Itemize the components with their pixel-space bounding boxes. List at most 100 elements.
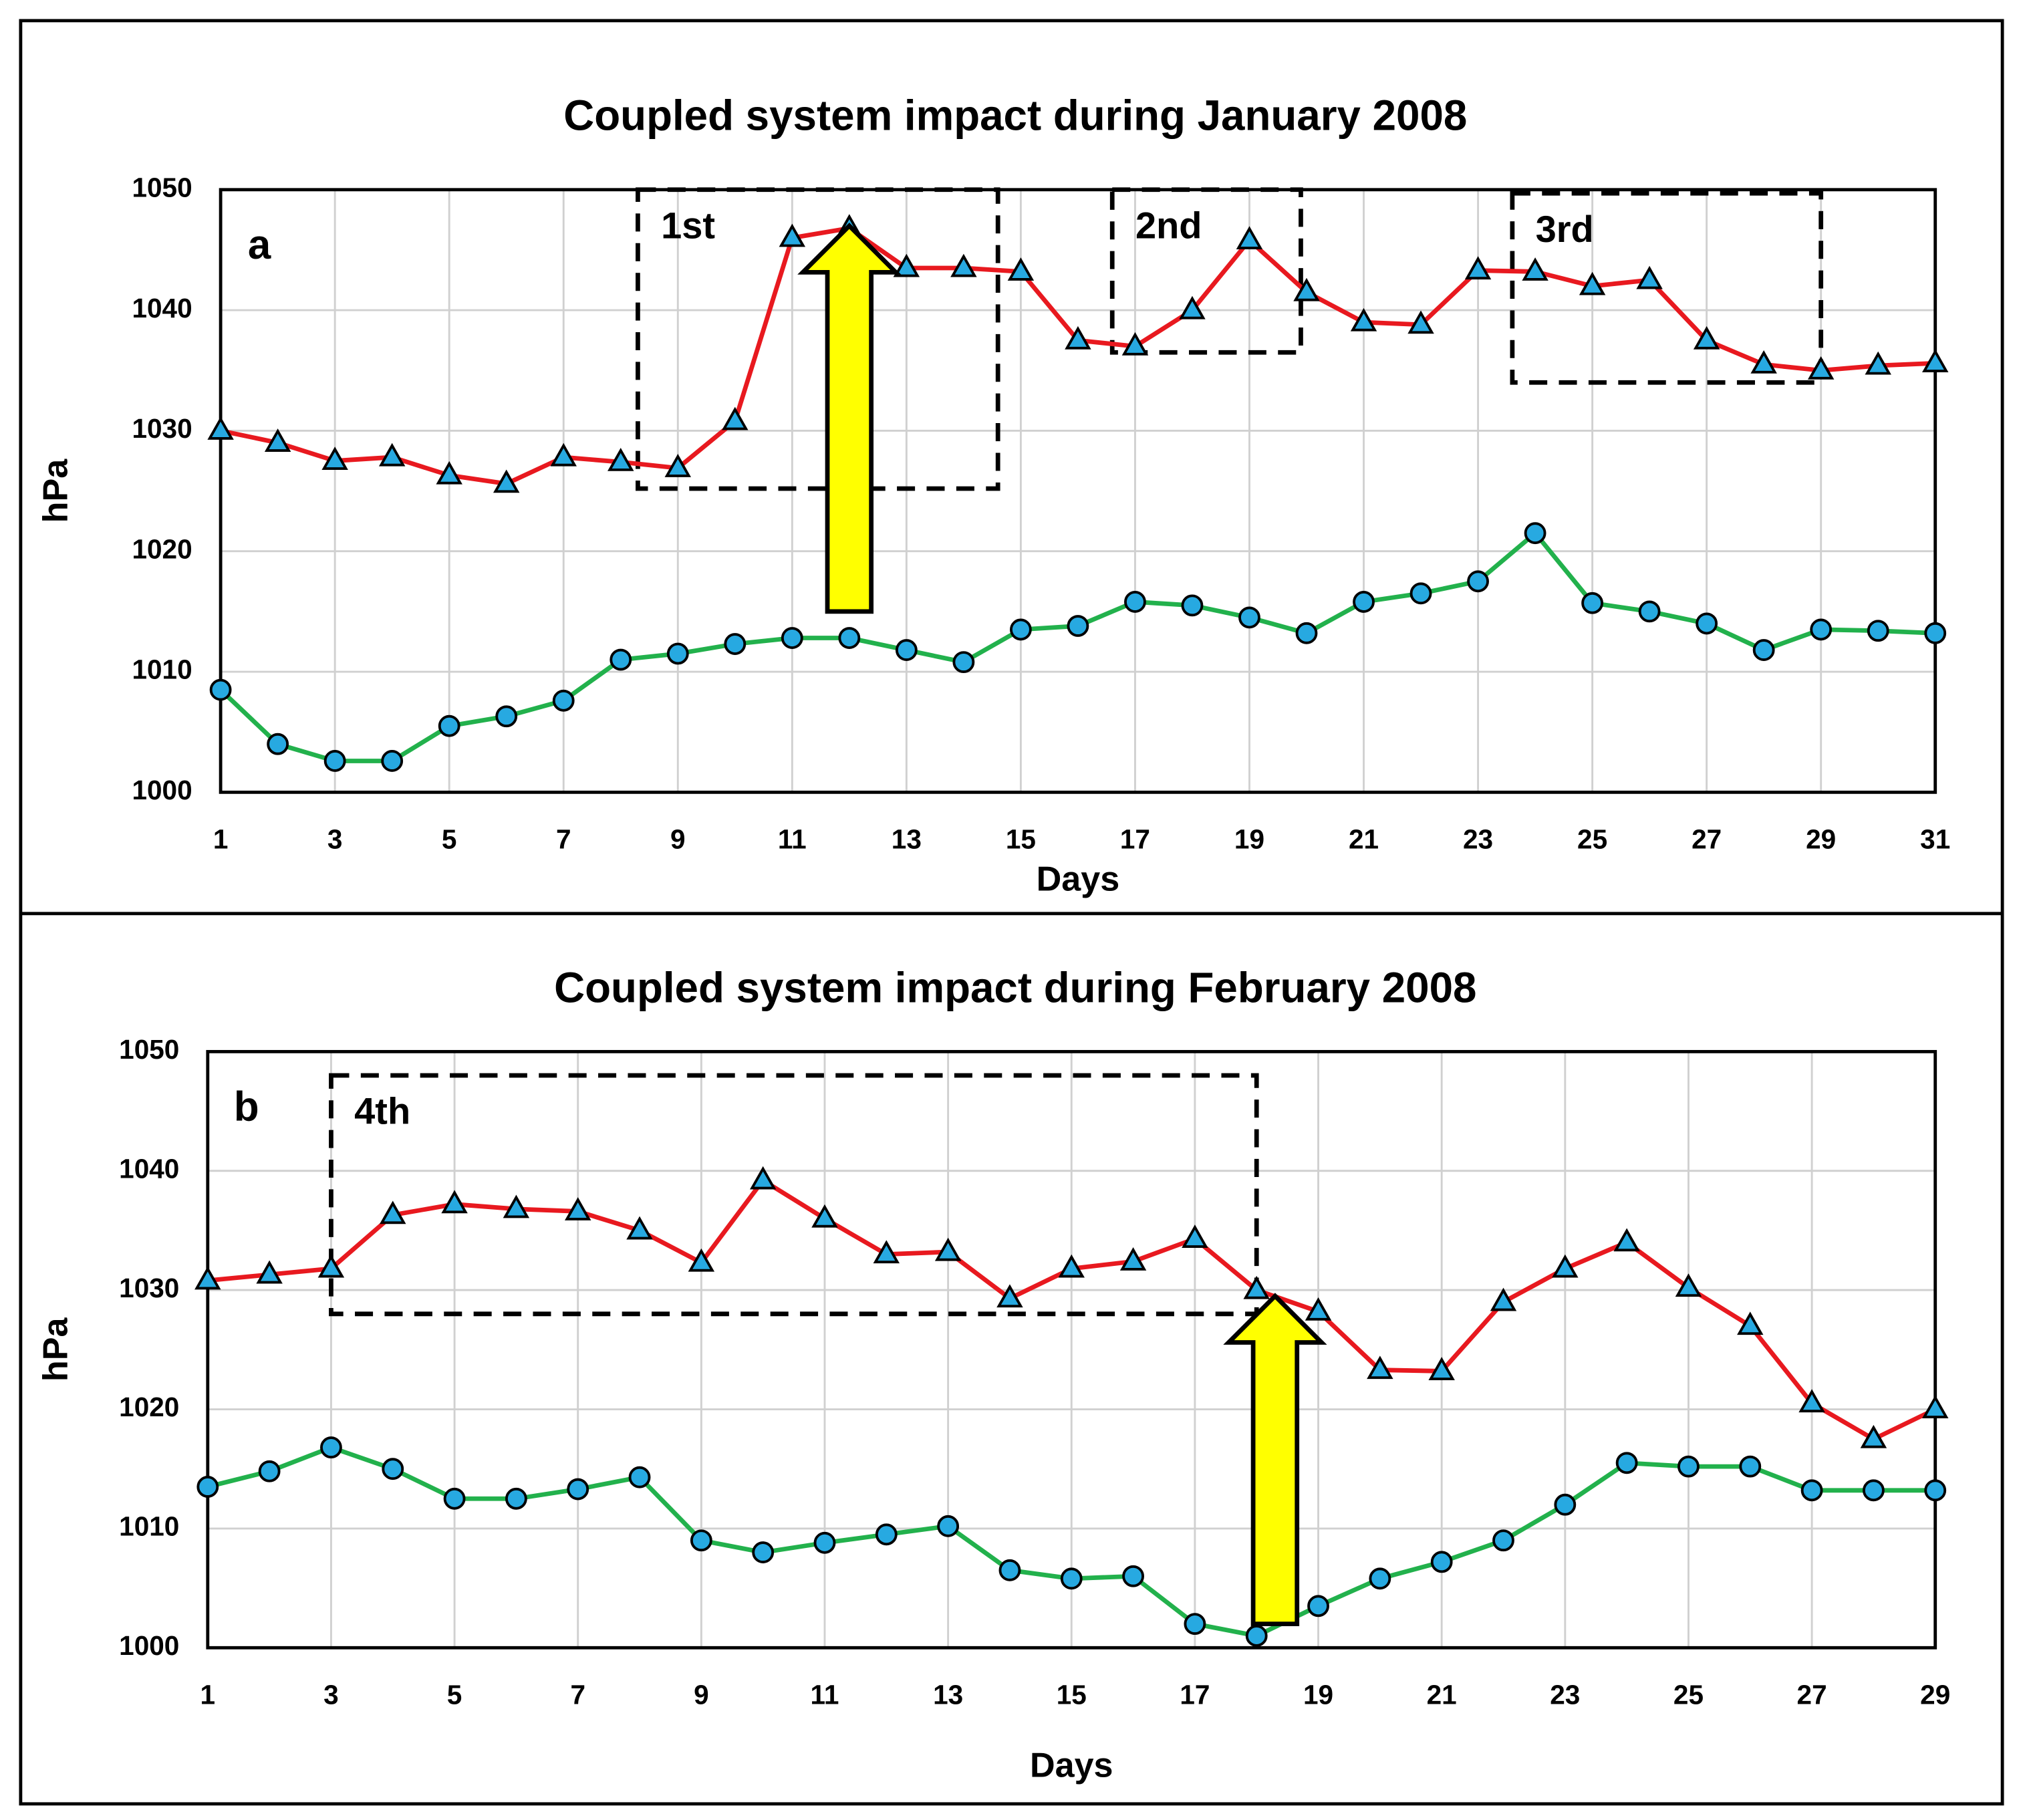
x-tick-label: 11 — [811, 1679, 839, 1710]
circle-marker — [1430, 1551, 1453, 1573]
event-box — [329, 1073, 1259, 1317]
chart-title: Coupled system impact during January 200… — [563, 92, 1467, 139]
x-tick-label: 29 — [1920, 1679, 1950, 1710]
triangle-marker — [1007, 257, 1035, 281]
y-tick-label: 1020 — [119, 1392, 179, 1422]
circle-marker — [1238, 606, 1260, 629]
x-tick-label: 5 — [442, 823, 457, 854]
circle-marker — [1467, 570, 1489, 593]
triangle-marker — [1737, 1311, 1764, 1335]
y-tick-label: 1010 — [119, 1511, 179, 1542]
circle-marker — [1122, 1565, 1144, 1587]
arrow — [1223, 1293, 1327, 1626]
triangle-marker — [1579, 271, 1606, 295]
triangle-marker — [1179, 295, 1206, 319]
series-line — [220, 225, 1935, 487]
circle-marker — [724, 633, 747, 655]
triangle-marker — [1367, 1355, 1393, 1380]
circle-marker — [323, 750, 346, 772]
plot-frame — [206, 1049, 1937, 1650]
circle-marker — [937, 1515, 960, 1537]
circle-marker — [1067, 615, 1089, 637]
triangle-marker — [1552, 1254, 1579, 1278]
triangle-marker — [1490, 1287, 1517, 1311]
y-tick-label: 1050 — [132, 172, 192, 203]
y-axis-label: hPa — [37, 459, 76, 523]
circle-marker — [567, 1478, 589, 1501]
circle-marker — [1554, 1493, 1577, 1516]
x-tick-label: 5 — [447, 1679, 462, 1710]
triangle-marker — [608, 447, 634, 471]
x-tick-label: 23 — [1550, 1679, 1580, 1710]
circle-marker — [895, 639, 918, 661]
triangle-marker — [722, 406, 749, 430]
plot-frame — [219, 188, 1937, 794]
circle-marker — [752, 1541, 775, 1563]
x-tick-label: 1 — [213, 823, 229, 854]
triangle-marker — [1464, 256, 1492, 280]
triangle-marker — [996, 1284, 1023, 1308]
triangle-marker — [503, 1194, 530, 1218]
x-tick-label: 9 — [670, 823, 686, 854]
x-tick-label: 13 — [892, 823, 922, 854]
circle-marker — [1638, 600, 1661, 623]
circle-marker — [1060, 1567, 1083, 1590]
triangle-marker — [1798, 1389, 1825, 1413]
x-tick-label: 31 — [1920, 823, 1950, 854]
circle-marker — [952, 651, 975, 674]
triangle-marker — [811, 1204, 838, 1228]
circle-marker — [1181, 594, 1204, 617]
triangle-marker — [380, 1200, 406, 1224]
circle-marker — [381, 750, 404, 772]
y-tick-label: 1010 — [132, 654, 192, 685]
circle-marker — [628, 1466, 651, 1488]
triangle-marker — [1693, 326, 1720, 350]
triangle-marker — [1407, 310, 1434, 334]
triangle-marker — [779, 223, 806, 247]
y-tick-label: 1000 — [132, 775, 192, 805]
y-tick-label: 1050 — [119, 1034, 179, 1065]
circle-marker — [998, 1559, 1021, 1581]
triangle-marker — [256, 1260, 283, 1284]
circle-marker — [875, 1523, 898, 1546]
circle-marker — [1245, 1625, 1268, 1647]
circle-marker — [1924, 622, 1947, 644]
circle-marker — [382, 1458, 404, 1480]
circle-marker — [690, 1529, 712, 1552]
x-tick-label: 23 — [1463, 823, 1493, 854]
x-tick-label: 7 — [556, 823, 571, 854]
event-box-label: 4th — [354, 1090, 410, 1132]
triangle-marker — [441, 1190, 468, 1214]
circle-marker — [1739, 1455, 1762, 1478]
circle-marker — [838, 627, 861, 649]
y-tick-label: 1030 — [119, 1273, 179, 1303]
circle-marker — [610, 648, 632, 671]
triangle-marker — [1305, 1297, 1332, 1321]
triangle-marker — [550, 442, 577, 467]
x-axis-label: Days — [1030, 1746, 1113, 1785]
triangle-marker — [1675, 1273, 1702, 1297]
triangle-marker — [1182, 1224, 1208, 1248]
circle-marker — [443, 1487, 466, 1510]
x-tick-label: 15 — [1006, 823, 1036, 854]
event-box — [1109, 187, 1303, 355]
x-tick-label: 1 — [200, 1679, 216, 1710]
triangle-marker — [688, 1248, 715, 1272]
circle-marker — [1295, 622, 1318, 644]
circle-marker — [1696, 612, 1718, 635]
triangle-marker — [749, 1166, 777, 1190]
circle-marker — [1867, 620, 1889, 642]
triangle-marker — [626, 1216, 653, 1240]
circle-marker — [1524, 522, 1546, 545]
y-tick-label: 1040 — [132, 293, 192, 323]
circle-marker — [1409, 582, 1432, 605]
chart-title: Coupled system impact during February 20… — [554, 964, 1476, 1011]
triangle-marker — [1922, 1395, 1949, 1419]
circle-marker — [1752, 639, 1775, 661]
triangle-marker — [873, 1240, 900, 1264]
triangle-marker — [664, 454, 691, 477]
circle-marker — [1862, 1479, 1885, 1502]
x-tick-label: 21 — [1427, 1679, 1457, 1710]
triangle-marker — [1636, 265, 1663, 289]
circle-marker — [1009, 618, 1032, 641]
